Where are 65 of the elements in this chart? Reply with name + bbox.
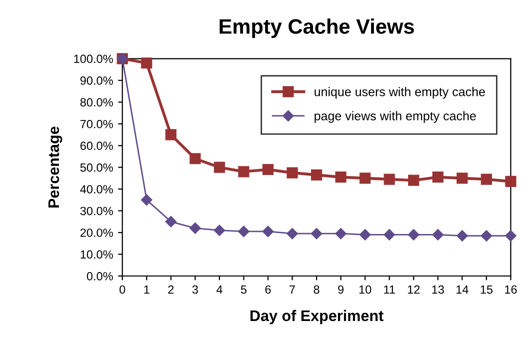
point	[238, 226, 250, 238]
legend-label: page views with empty cache	[314, 111, 476, 123]
point	[432, 172, 444, 183]
point	[505, 230, 516, 242]
point	[432, 229, 444, 240]
legend-label: unique users with empty cache	[314, 87, 485, 99]
point	[359, 229, 371, 240]
point	[408, 229, 420, 240]
point	[165, 129, 176, 140]
x-tick-label: 12	[408, 285, 420, 294]
y-tick-label: 60.0%	[80, 142, 113, 150]
point	[286, 167, 298, 178]
y-tick-label: 70.0%	[80, 120, 113, 128]
point	[310, 169, 322, 180]
y-tick-label: 40.0%	[80, 185, 113, 194]
point	[190, 222, 201, 234]
y-tick-label: 20.0%	[80, 228, 113, 237]
point	[384, 174, 395, 185]
point	[238, 166, 250, 178]
point	[262, 226, 274, 238]
point	[384, 229, 395, 240]
point	[408, 174, 420, 186]
x-axis-title: Day of Experiment	[250, 310, 384, 324]
chart-title: Empty Cache Views	[220, 18, 414, 38]
x-tick-label: 11	[384, 285, 395, 294]
x-tick-label: 0	[120, 285, 126, 294]
point	[335, 228, 346, 240]
y-tick-label: 30.0%	[80, 206, 113, 216]
point	[480, 174, 492, 185]
point	[165, 216, 177, 228]
x-tick-label: 8	[314, 285, 320, 294]
x-tick-label: 13	[432, 285, 444, 294]
x-tick-label: 6	[265, 285, 271, 294]
point	[456, 230, 468, 242]
y-tick-label: 0.0%	[86, 272, 113, 280]
point	[141, 57, 152, 69]
point	[505, 176, 516, 188]
y-tick-label: 10.0%	[80, 250, 113, 259]
x-tick-label: 5	[240, 285, 247, 294]
y-tick-label: 100.0%	[74, 54, 113, 64]
x-tick-label: 10	[359, 285, 372, 294]
x-tick-label: 14	[456, 285, 468, 294]
x-tick-label: 16	[505, 285, 517, 294]
y-tick-label: 80.0%	[80, 98, 113, 107]
point	[360, 172, 371, 184]
point	[190, 153, 201, 164]
y-tick-label: 90.0%	[80, 76, 113, 85]
point	[262, 164, 274, 176]
point	[456, 172, 468, 184]
x-tick-label: 15	[480, 285, 493, 294]
y-axis-title: Percentage	[48, 126, 62, 208]
point	[286, 228, 298, 240]
y-tick-label: 50.0%	[80, 163, 113, 172]
x-tick-label: 4	[216, 285, 222, 294]
point	[480, 230, 492, 242]
x-tick-label: 2	[168, 285, 174, 294]
point	[335, 172, 346, 183]
x-tick-label: 9	[338, 285, 344, 294]
x-tick-label: 3	[192, 285, 198, 294]
x-tick-label: 7	[290, 285, 295, 294]
point	[214, 224, 226, 236]
x-tick-label: 1	[144, 285, 150, 294]
point	[310, 228, 322, 240]
point	[141, 194, 152, 206]
point	[214, 162, 226, 173]
